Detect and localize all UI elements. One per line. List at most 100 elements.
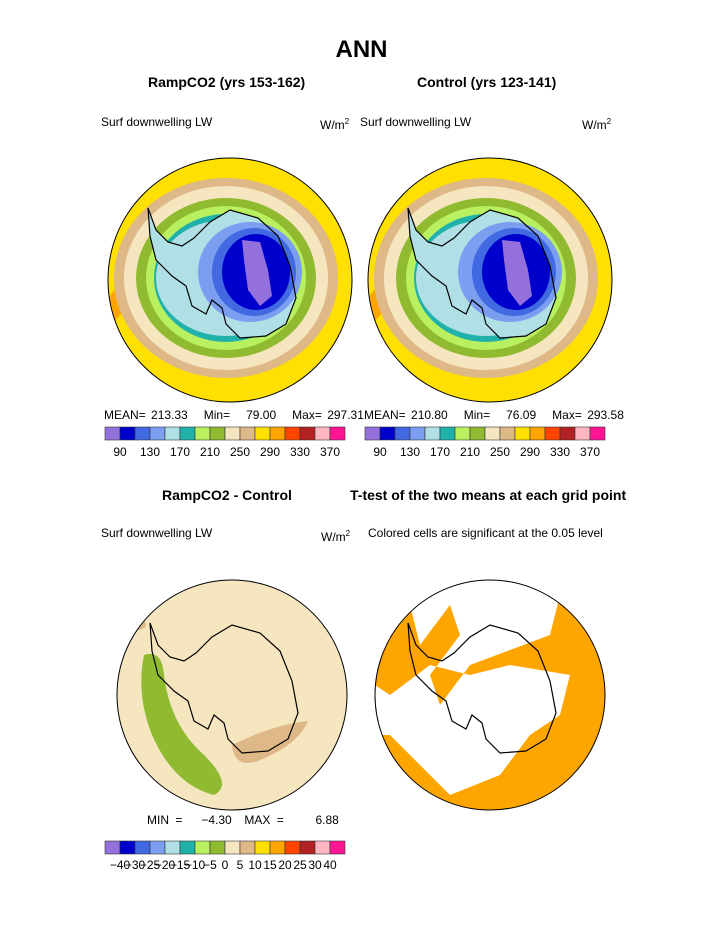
significant-cells: [375, 580, 605, 810]
panel3-stats: MIN = −4.30 MAX = 6.88: [147, 813, 339, 827]
colorbar-box: [484, 426, 501, 441]
colorbar-label: 130: [140, 445, 160, 459]
colorbar-box: [409, 426, 426, 441]
panel4-title: T-test of the two means at each grid poi…: [350, 487, 627, 503]
antarctica-coastline: [149, 622, 299, 754]
colorbar-box: [239, 426, 256, 441]
colorbar-box: [439, 426, 456, 441]
colorbar-label: 330: [550, 445, 570, 459]
colorbar-box: [194, 840, 211, 855]
antarctica-coastline: [407, 622, 557, 754]
colorbar-label: 40: [323, 858, 337, 872]
panel4-note: Colored cells are significant at the 0.0…: [368, 526, 603, 540]
colorbar-box: [149, 840, 166, 855]
antarctica-coastline: [147, 207, 297, 339]
colorbar-box: [394, 426, 411, 441]
colorbar-box: [104, 840, 121, 855]
colorbar-label: 170: [170, 445, 190, 459]
diff-neg-5: [141, 653, 222, 795]
colorbar-label: 30: [308, 858, 322, 872]
colorbar-box: [379, 426, 396, 441]
colorbar-box: [224, 840, 241, 855]
colorbar-box: [574, 426, 591, 441]
panel3-colorbar: −40−30−25−20−15−10−5 0 5 10 15 20 25 30 40: [104, 840, 346, 872]
panel1-units: W/m2: [320, 117, 350, 132]
colorbar-label: 210: [200, 445, 220, 459]
colorbar-label: 90: [373, 445, 387, 459]
antarctica-coastline: [407, 207, 557, 339]
colorbar-label: 10: [248, 858, 262, 872]
colorbar-box: [314, 426, 331, 441]
colorbar-box: [224, 426, 241, 441]
colorbar-box: [254, 840, 271, 855]
colorbar-box: [314, 840, 331, 855]
panel2-map: [367, 157, 613, 403]
colorbar-label: 170: [430, 445, 450, 459]
colorbar-box: [364, 426, 381, 441]
colorbar-label: −20: [155, 858, 176, 872]
panel2-units: W/m2: [582, 117, 612, 132]
colorbar-label: 130: [400, 445, 420, 459]
colorbar-label: −30: [125, 858, 146, 872]
colorbar-box: [269, 426, 286, 441]
colorbar-label: 250: [490, 445, 510, 459]
colorbar-box: [299, 426, 316, 441]
map-boundary: [367, 157, 613, 403]
colorbar-box: [544, 426, 561, 441]
colorbar-box: [194, 426, 211, 441]
colorbar-box: [284, 840, 301, 855]
panel3-variable: Surf downwelling LW: [101, 526, 213, 540]
colorbar-box: [179, 840, 196, 855]
map-boundary: [116, 579, 348, 811]
panel4-map: [374, 579, 606, 811]
colorbar-box: [164, 426, 181, 441]
panel2-variable: Surf downwelling LW: [360, 115, 472, 129]
colorbar-label: 330: [290, 445, 310, 459]
colorbar-label: 370: [320, 445, 340, 459]
colorbar-box: [529, 426, 546, 441]
panel2-title: Control (yrs 123-141): [417, 74, 557, 90]
colorbar-box: [514, 426, 531, 441]
colorbar-label: −5: [203, 858, 217, 872]
panel1-title: RampCO2 (yrs 153-162): [148, 74, 306, 90]
colorbar-label: 290: [260, 445, 280, 459]
panel3-units: W/m2: [321, 529, 351, 544]
map-boundary: [374, 579, 606, 811]
colorbar-box: [424, 426, 441, 441]
panel2-stats: MEAN= 210.80 Min= 76.09 Max= 293.58: [364, 408, 624, 422]
colorbar-label: −15: [170, 858, 191, 872]
colorbar-label: 210: [460, 445, 480, 459]
colorbar-box: [469, 426, 486, 441]
panel1-stats: MEAN= 213.33 Min= 79.00 Max= 297.31: [104, 408, 364, 422]
colorbar-box: [239, 840, 256, 855]
colorbar-box: [134, 426, 151, 441]
colorbar-box: [209, 426, 226, 441]
colorbar-box: [454, 426, 471, 441]
colorbar-label: −25: [140, 858, 161, 872]
colorbar-box: [589, 426, 606, 441]
colorbar-label: 90: [113, 445, 127, 459]
colorbar-label: 250: [230, 445, 250, 459]
colorbar-box: [134, 840, 151, 855]
colorbar-box: [299, 840, 316, 855]
colorbar-box: [499, 426, 516, 441]
colorbar-box: [209, 840, 226, 855]
contour-90: [502, 240, 532, 306]
colorbar-label: 0: [222, 858, 229, 872]
colorbar-label: 25: [293, 858, 307, 872]
colorbar-box: [254, 426, 271, 441]
colorbar-box: [329, 426, 346, 441]
colorbar-box: [179, 426, 196, 441]
colorbar-box: [119, 426, 136, 441]
colorbar-label: 290: [520, 445, 540, 459]
panel3-title: RampCO2 - Control: [162, 487, 292, 503]
colorbar-label: 5: [237, 858, 244, 872]
panel1-map-fill: [108, 158, 352, 402]
colorbar-label: 20: [278, 858, 292, 872]
panel3-map-fill: [117, 580, 347, 810]
colorbar-label: −10: [185, 858, 206, 872]
panel4-map-fill: [375, 580, 605, 810]
colorbar-box: [104, 426, 121, 441]
colorbar-box: [284, 426, 301, 441]
